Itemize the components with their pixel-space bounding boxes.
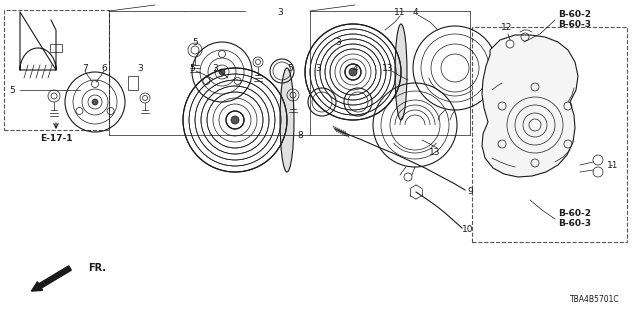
Text: E-17-1: E-17-1 [40, 133, 72, 142]
Text: 3: 3 [137, 63, 143, 73]
Text: 11: 11 [394, 7, 406, 17]
Bar [50, 44, 62, 52]
Circle shape [349, 68, 357, 76]
Text: FR.: FR. [88, 263, 106, 273]
Circle shape [92, 99, 98, 105]
FancyArrow shape [31, 266, 71, 291]
Text: 1: 1 [607, 161, 613, 170]
Polygon shape [482, 35, 578, 177]
Text: 5: 5 [189, 63, 195, 73]
Text: 3: 3 [277, 7, 283, 17]
Text: 7: 7 [82, 63, 88, 73]
Text: 12: 12 [501, 22, 513, 31]
Text: 13: 13 [429, 148, 441, 156]
Text: 4: 4 [352, 63, 358, 73]
Text: 5: 5 [287, 63, 293, 73]
Text: -1: -1 [610, 161, 618, 170]
Circle shape [219, 69, 225, 75]
Text: 3: 3 [335, 37, 341, 46]
Ellipse shape [395, 24, 407, 120]
Text: B-60-3: B-60-3 [559, 20, 591, 28]
Text: B-60-2: B-60-2 [559, 210, 591, 219]
Text: 8: 8 [297, 131, 303, 140]
Text: 4: 4 [412, 7, 418, 17]
Circle shape [231, 116, 239, 124]
Bar [472, 27, 627, 242]
Text: 5: 5 [9, 85, 15, 94]
Text: B-60-2: B-60-2 [559, 10, 591, 19]
Text: 9: 9 [467, 188, 473, 196]
Ellipse shape [280, 68, 294, 172]
Bar [128, 76, 138, 90]
Text: TBA4B5701C: TBA4B5701C [570, 295, 620, 305]
Text: 3: 3 [212, 63, 218, 73]
Text: 5: 5 [192, 37, 198, 46]
Text: 3: 3 [315, 63, 321, 73]
Text: 10: 10 [462, 226, 474, 235]
Bar [4, 10, 109, 130]
Text: 6: 6 [101, 63, 107, 73]
Text: 13: 13 [382, 63, 394, 73]
Text: B-60-3: B-60-3 [559, 220, 591, 228]
